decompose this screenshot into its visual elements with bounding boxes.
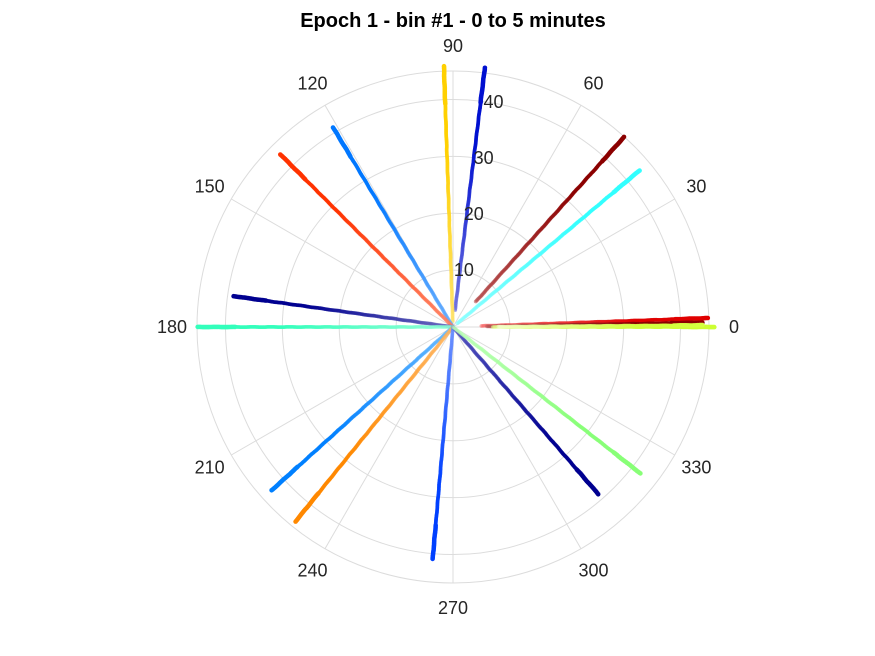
data-point <box>293 519 298 524</box>
series-8 <box>330 125 455 329</box>
r-tick-label: 10 <box>454 260 474 280</box>
data-point <box>712 324 717 330</box>
series-13 <box>293 325 455 524</box>
data-series <box>195 63 717 562</box>
r-tick-label: 40 <box>483 92 503 112</box>
series-5 <box>473 134 627 304</box>
data-point <box>278 152 283 157</box>
series-16 <box>451 325 643 476</box>
grid-spoke-210 <box>231 326 454 456</box>
grid-spoke-240 <box>324 326 454 549</box>
theta-tick-label: 210 <box>195 458 225 478</box>
series-6 <box>453 65 488 312</box>
data-point <box>441 63 447 69</box>
data-point <box>430 556 435 562</box>
theta-tick-label: 300 <box>578 560 608 580</box>
data-point <box>595 492 601 497</box>
theta-tick-label: 180 <box>157 317 187 337</box>
data-point <box>330 125 336 130</box>
axis-labels: 0 30 60 90 120 150 180 210 240 270 300 330 10 20 30 40 <box>157 36 739 618</box>
series-11 <box>195 324 455 330</box>
data-point <box>231 293 236 299</box>
data-point <box>621 134 627 140</box>
grid-spoke-60 <box>452 105 582 328</box>
r-tick-label: 20 <box>464 204 484 224</box>
theta-tick-label: 60 <box>583 74 603 94</box>
grid-spoke-300 <box>452 326 582 549</box>
data-point <box>705 315 711 321</box>
series-12 <box>269 325 455 493</box>
theta-tick-label: 0 <box>729 317 739 337</box>
series-9 <box>278 152 455 329</box>
theta-tick-label: 240 <box>297 560 327 580</box>
data-point <box>637 168 642 173</box>
data-point <box>638 471 643 476</box>
chart-title: Epoch 1 - bin #1 - 0 to 5 minutes <box>300 10 606 32</box>
theta-tick-label: 150 <box>195 176 225 196</box>
theta-tick-label: 270 <box>438 598 468 618</box>
grid-spoke-330 <box>452 326 675 456</box>
series-15 <box>451 325 601 497</box>
r-tick-label: 30 <box>474 148 494 168</box>
series-4 <box>455 168 642 326</box>
grid-spoke-150 <box>231 198 454 328</box>
series-7 <box>441 63 455 324</box>
data-point <box>195 324 200 330</box>
data-point <box>269 488 274 493</box>
grid-spoke-30 <box>452 198 675 328</box>
data-point <box>700 322 705 328</box>
data-point <box>482 65 488 71</box>
theta-tick-label: 30 <box>686 176 706 196</box>
theta-tick-label: 90 <box>443 36 463 56</box>
theta-tick-label: 120 <box>297 74 327 94</box>
theta-tick-label: 330 <box>681 458 711 478</box>
series-3 <box>496 322 705 329</box>
